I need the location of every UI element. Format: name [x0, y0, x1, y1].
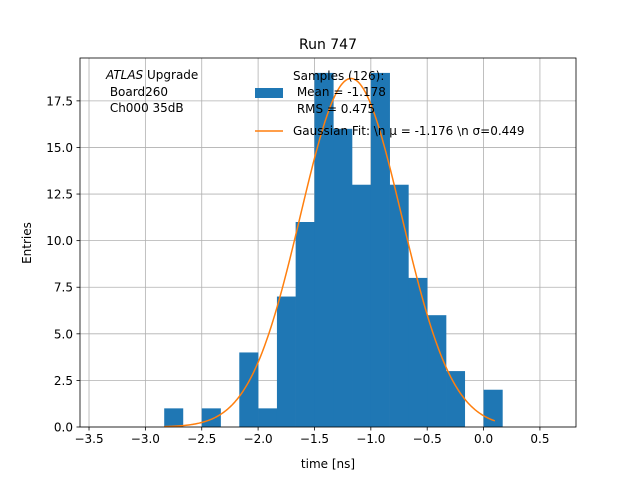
histogram-bar [333, 128, 353, 427]
legend-patch-samples [255, 88, 283, 98]
legend-samples-line-2: Mean = -1.178 [293, 85, 386, 99]
annotation-line-2: Board260 [106, 85, 168, 99]
x-axis-ticks: −3.5 −3.0 −2.5 −2.0 −1.5 −1.0 −0.5 0.0 0.5 [74, 427, 549, 446]
legend-fit-label: Gaussian Fit: \n μ = -1.176 \n σ=0.449 [293, 124, 525, 138]
fit-curve [164, 77, 496, 428]
histogram-bar [295, 222, 315, 427]
legend: Samples (126): Mean = -1.178 RMS = 0.475… [255, 69, 525, 138]
axes-frame [79, 57, 577, 428]
y-tick-label: 7.5 [54, 281, 73, 295]
histogram-bar [314, 72, 334, 427]
histogram-bar [446, 371, 466, 427]
annotation-line-1: ATLAS Upgrade [105, 68, 198, 82]
histogram-bar [389, 184, 409, 427]
histogram-bar [427, 315, 447, 427]
x-tick-label: −2.0 [244, 432, 273, 446]
legend-samples-line-3: RMS = 0.475 [293, 102, 375, 116]
annotation-upgrade: Upgrade [143, 68, 198, 82]
annotation-line-3: Ch000 35dB [106, 101, 184, 115]
y-tick-label: 10.0 [46, 234, 73, 248]
y-tick-label: 12.5 [46, 188, 73, 202]
gaussian-fit [164, 77, 496, 428]
y-tick-label: 2.5 [54, 374, 73, 388]
histogram-bar [201, 408, 221, 427]
x-tick-label: 0.0 [474, 432, 493, 446]
x-tick-label: −0.5 [413, 432, 442, 446]
x-tick-label: −3.5 [74, 432, 103, 446]
y-tick-label: 5.0 [54, 327, 73, 341]
x-tick-label: −1.5 [300, 432, 329, 446]
y-tick-label: 17.5 [46, 94, 73, 108]
annotation-atlas: ATLAS [105, 68, 144, 82]
atlas-annotation: ATLAS Upgrade Board260 Ch000 35dB [105, 68, 198, 115]
x-axis-label: time [ns] [301, 457, 355, 471]
x-tick-label: −1.0 [356, 432, 385, 446]
legend-samples-line-1: Samples (126): [293, 69, 384, 83]
histogram-bar [352, 184, 372, 427]
y-tick-label: 15.0 [46, 141, 73, 155]
histogram-bar [370, 72, 390, 427]
histogram-bar [239, 352, 259, 427]
histogram-bar [483, 389, 503, 427]
histogram-bars [164, 72, 503, 427]
y-axis-label: Entries [20, 222, 34, 264]
x-tick-label: −3.0 [131, 432, 160, 446]
histogram-bar [276, 296, 296, 427]
chart-title: Run 747 [299, 37, 357, 53]
histogram-bar [258, 408, 278, 427]
x-tick-label: −2.5 [187, 432, 216, 446]
y-tick-label: 0.0 [54, 421, 73, 435]
histogram-bar [408, 277, 428, 427]
y-axis-ticks: 0.0 2.5 5.0 7.5 10.0 12.5 15.0 17.5 [46, 94, 80, 435]
x-tick-label: 0.5 [530, 432, 549, 446]
histogram-bar [164, 408, 184, 427]
